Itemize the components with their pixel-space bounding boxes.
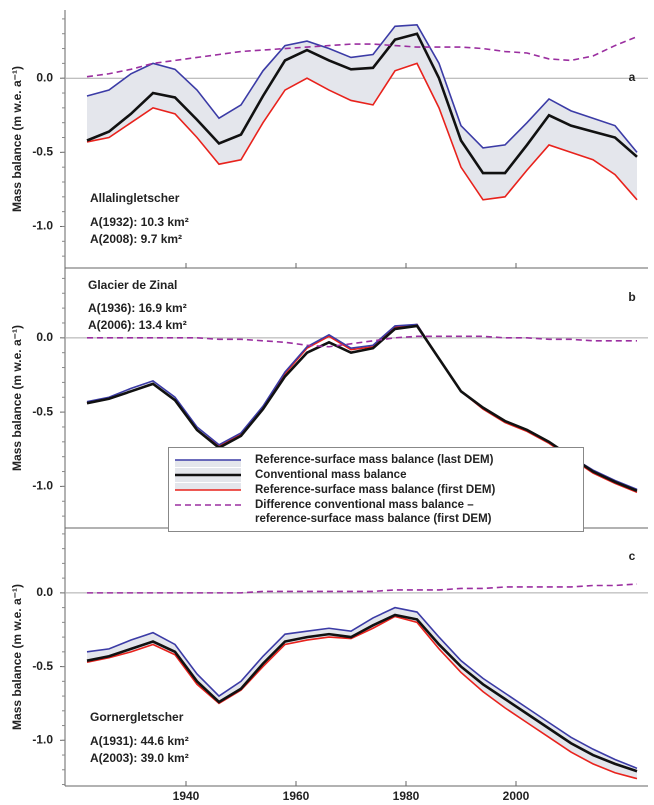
glacier-name: Allalingletscher [90, 191, 180, 205]
legend-swatch [175, 459, 241, 467]
x-tick-label: 1960 [283, 789, 310, 803]
y-tick-label: -1.0 [32, 219, 53, 233]
legend-band [175, 483, 241, 490]
glacier-name: Glacier de Zinal [88, 278, 177, 292]
y-tick-label: -0.5 [32, 659, 53, 673]
legend-entry: Conventional mass balance [175, 468, 577, 482]
area-label: A(1932): 10.3 km² [90, 215, 189, 229]
series-line [86, 35, 638, 78]
area-label: A(2003): 39.0 km² [90, 751, 189, 765]
legend-band [175, 460, 241, 467]
legend-label: Reference-surface mass balance (last DEM… [255, 454, 494, 466]
y-tick-label: -0.5 [32, 145, 53, 159]
y-axis-label: Mass balance (m w.e. a⁻¹) [10, 325, 24, 471]
y-tick-label: 0.0 [36, 585, 53, 599]
series-line [86, 62, 638, 201]
y-tick-label: -1.0 [32, 732, 53, 746]
series-line [86, 324, 638, 493]
series-line [86, 23, 638, 153]
series-line [86, 32, 638, 175]
panel-label: a [629, 70, 636, 84]
area-label: A(1936): 16.9 km² [88, 301, 187, 315]
legend: Reference-surface mass balance (last DEM… [168, 447, 584, 532]
y-tick-label: -1.0 [32, 479, 53, 493]
legend-swatch [175, 468, 241, 482]
area-label: A(2008): 9.7 km² [90, 232, 182, 246]
x-tick-label: 1940 [173, 789, 200, 803]
legend-label: Reference-surface mass balance (first DE… [255, 484, 496, 496]
x-tick-label: 2000 [503, 789, 530, 803]
legend-entry: Reference-surface mass balance (first DE… [175, 483, 577, 497]
y-axis-label: Mass balance (m w.e. a⁻¹) [10, 584, 24, 730]
x-tick-label: 1980 [393, 789, 420, 803]
series-line [86, 615, 638, 780]
y-axis-label: Mass balance (m w.e. a⁻¹) [10, 66, 24, 212]
legend-label: Difference conventional mass balance – r… [255, 499, 492, 525]
range-band [87, 24, 637, 200]
series-line [86, 613, 638, 773]
legend-swatch [175, 504, 241, 506]
series-line [87, 583, 638, 594]
area-label: A(1931): 44.6 km² [90, 734, 189, 748]
y-tick-label: 0.0 [36, 330, 53, 344]
legend-swatch [175, 483, 241, 491]
y-tick-label: -0.5 [32, 404, 53, 418]
y-tick-label: 0.0 [36, 70, 53, 84]
legend-entry: Reference-surface mass balance (last DEM… [175, 453, 577, 467]
glacier-name: Gornergletscher [90, 710, 184, 724]
area-label: A(2006): 13.4 km² [88, 318, 187, 332]
legend-label: Conventional mass balance [255, 469, 407, 481]
series-line [86, 606, 638, 770]
panel-label: b [628, 290, 635, 304]
panel-label: c [629, 549, 636, 563]
series-line [87, 335, 637, 348]
legend-entry: Difference conventional mass balance – r… [175, 498, 577, 526]
